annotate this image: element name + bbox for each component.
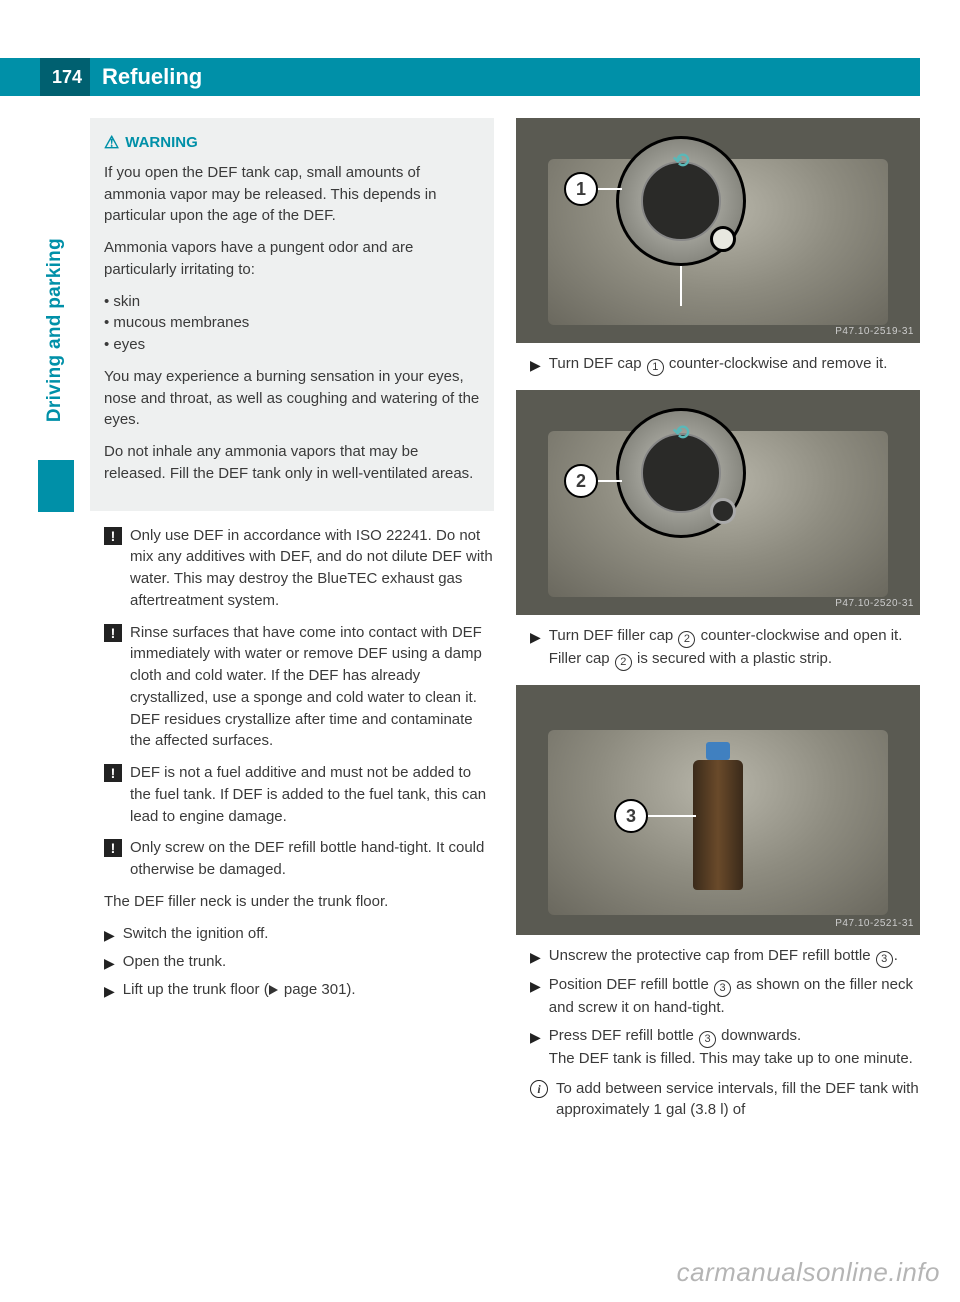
caution-text: Only use DEF in accordance with ISO 2224… [130, 525, 494, 612]
page: Driving and parking 174 Refueling ⚠ WARN… [0, 0, 960, 1302]
figure-2: ⟲ 2 P47.10-2520-31 [516, 390, 920, 615]
warning-label: WARNING [125, 132, 198, 154]
info-text: To add between service intervals, fill t… [556, 1078, 920, 1122]
figure-callout-3: 3 [614, 799, 648, 833]
step-text: Open the trunk. [123, 951, 494, 973]
caution-icon: ! [104, 839, 122, 857]
content-area: 174 Refueling ⚠ WARNING If you open the … [90, 0, 960, 1302]
figure-code: P47.10-2519-31 [835, 325, 914, 340]
figure-code: P47.10-2520-31 [835, 597, 914, 612]
left-margin: Driving and parking [0, 0, 90, 1302]
caution-icon: ! [104, 764, 122, 782]
callout-ref-2: 2 [615, 654, 632, 671]
columns: ⚠ WARNING If you open the DEF tank cap, … [90, 118, 920, 1127]
step-text: Unscrew the protective cap from DEF refi… [549, 945, 920, 968]
caution-note: ! Only screw on the DEF refill bottle ha… [104, 837, 494, 881]
warning-p2: Ammonia vapors have a pungent odor and a… [104, 237, 480, 281]
caution-text: Only screw on the DEF refill bottle hand… [130, 837, 494, 881]
warning-bullet: skin [104, 291, 480, 313]
callout-ref-2: 2 [678, 631, 695, 648]
caution-note: ! Rinse surfaces that have come into con… [104, 622, 494, 753]
step-arrow-icon: ▶ [530, 1027, 541, 1070]
watermark: carmanualsonline.info [677, 1257, 940, 1288]
page-ref-icon [269, 985, 278, 995]
section-tab: Driving and parking [44, 238, 66, 422]
figure-leader-line [596, 480, 622, 482]
callout-ref-3: 3 [714, 980, 731, 997]
warning-p3: You may experience a burning sensation i… [104, 366, 480, 431]
callout-ref-1: 1 [647, 359, 664, 376]
figure-rotation-arrow-icon: ⟲ [673, 147, 690, 176]
figure-code: P47.10-2521-31 [835, 917, 914, 932]
figure-leader-line [596, 188, 622, 190]
figure-refill-bottle [693, 760, 743, 890]
warning-heading: ⚠ WARNING [104, 132, 480, 154]
step: ▶ Press DEF refill bottle 3 downwards. T… [530, 1025, 920, 1070]
right-column: ⟲ 1 P47.10-2519-31 ▶ Turn DEF cap 1 coun… [516, 118, 920, 1127]
step-arrow-icon: ▶ [530, 627, 541, 671]
warning-p4: Do not inhale any ammonia vapors that ma… [104, 441, 480, 485]
step-arrow-icon: ▶ [530, 947, 541, 968]
step: ▶ Position DEF refill bottle 3 as shown … [530, 974, 920, 1019]
step-arrow-icon: ▶ [104, 953, 115, 973]
figure-callout-2: 2 [564, 464, 598, 498]
page-title: Refueling [90, 64, 202, 90]
warning-triangle-icon: ⚠ [104, 134, 119, 151]
step-text: Turn DEF filler cap 2 counter-clockwise … [549, 625, 920, 671]
step: ▶ Turn DEF cap 1 counter-clockwise and r… [530, 353, 920, 376]
warning-list: skin mucous membranes eyes [104, 291, 480, 356]
step-arrow-icon: ▶ [530, 355, 541, 376]
figure-callout-1: 1 [564, 172, 598, 206]
figure-leader-line [680, 266, 682, 306]
step-arrow-icon: ▶ [530, 976, 541, 1019]
step-arrow-icon: ▶ [104, 981, 115, 1001]
figure-1: ⟲ 1 P47.10-2519-31 [516, 118, 920, 343]
caution-note: ! Only use DEF in accordance with ISO 22… [104, 525, 494, 612]
figure-cap [710, 226, 736, 252]
warning-p1: If you open the DEF tank cap, small amou… [104, 162, 480, 227]
info-icon: i [530, 1080, 548, 1098]
warning-bullet: eyes [104, 334, 480, 356]
info-note: i To add between service intervals, fill… [530, 1078, 920, 1122]
callout-ref-3: 3 [699, 1031, 716, 1048]
step: ▶ Switch the ignition off. [104, 923, 494, 945]
figure-rotation-arrow-icon: ⟲ [673, 419, 690, 448]
caution-text: DEF is not a fuel additive and must not … [130, 762, 494, 827]
callout-ref-3: 3 [876, 951, 893, 968]
step-text: Position DEF refill bottle 3 as shown on… [549, 974, 920, 1019]
warning-box: ⚠ WARNING If you open the DEF tank cap, … [90, 118, 494, 511]
header-bar: 174 Refueling [0, 58, 920, 96]
step: ▶ Unscrew the protective cap from DEF re… [530, 945, 920, 968]
step: ▶ Open the trunk. [104, 951, 494, 973]
step-text: Switch the ignition off. [123, 923, 494, 945]
step-text: Lift up the trunk floor ( page 301). [123, 979, 494, 1001]
left-column: ⚠ WARNING If you open the DEF tank cap, … [90, 118, 494, 1127]
caution-icon: ! [104, 624, 122, 642]
figure-cap [710, 498, 736, 524]
step-text: Press DEF refill bottle 3 downwards. The… [549, 1025, 920, 1070]
figure-leader-line [646, 815, 696, 817]
caution-icon: ! [104, 527, 122, 545]
caution-text: Rinse surfaces that have come into conta… [130, 622, 494, 753]
step: ▶ Turn DEF filler cap 2 counter-clockwis… [530, 625, 920, 671]
section-tab-block [38, 460, 74, 512]
step-arrow-icon: ▶ [104, 925, 115, 945]
warning-bullet: mucous membranes [104, 312, 480, 334]
step: ▶ Lift up the trunk floor ( page 301). [104, 979, 494, 1001]
body-paragraph: The DEF filler neck is under the trunk f… [104, 891, 494, 913]
caution-note: ! DEF is not a fuel additive and must no… [104, 762, 494, 827]
figure-3: 3 P47.10-2521-31 [516, 685, 920, 935]
step-text: Turn DEF cap 1 counter-clockwise and rem… [549, 353, 920, 376]
